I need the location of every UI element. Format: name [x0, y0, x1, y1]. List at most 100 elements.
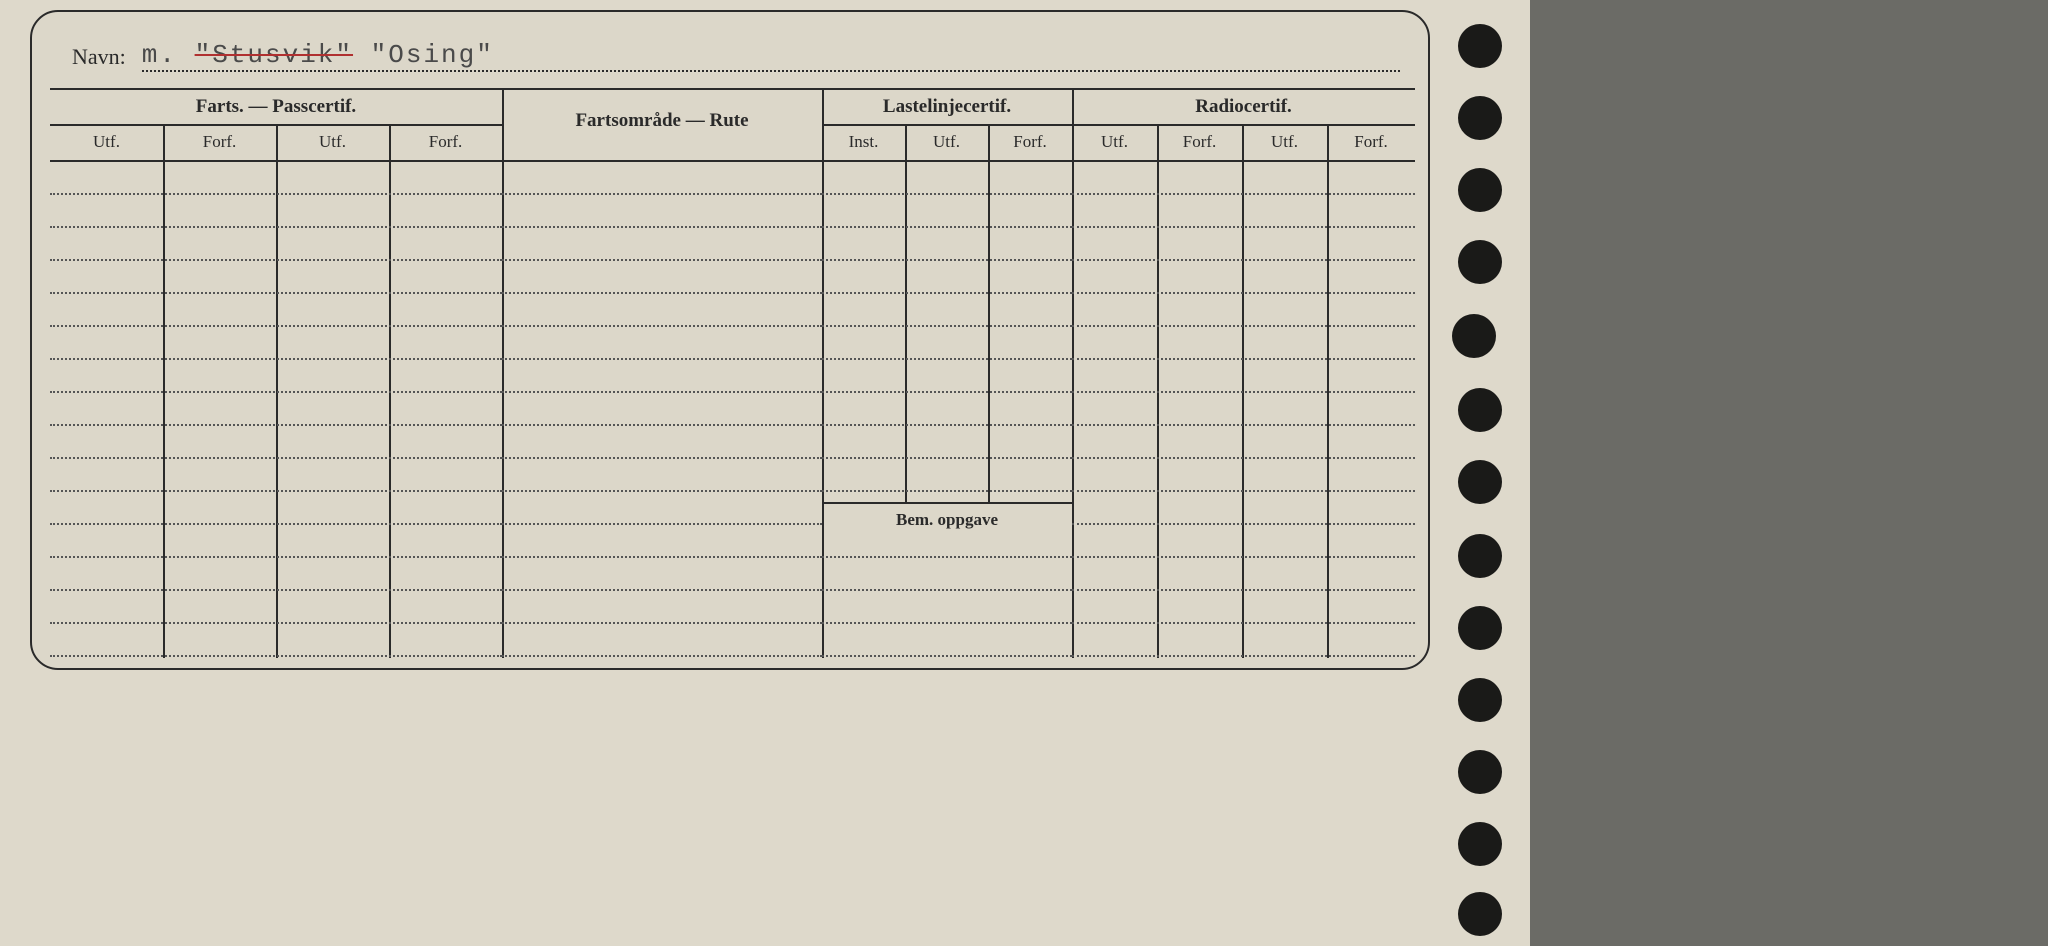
dotted-row — [50, 622, 502, 624]
dotted-row — [502, 292, 822, 294]
dotted-row — [822, 457, 1072, 459]
navn-value: m. "Stusvik" "Osing" — [142, 40, 494, 70]
binder-hole — [1458, 892, 1502, 936]
rule-body-top — [50, 160, 1415, 162]
dotted-row — [502, 325, 822, 327]
rule-top — [50, 88, 1415, 90]
dotted-row — [1072, 391, 1415, 393]
dotted-row — [50, 226, 502, 228]
bem-label: Bem. oppgave — [822, 510, 1072, 530]
dotted-row — [1072, 292, 1415, 294]
binder-hole — [1458, 822, 1502, 866]
hdr-radio: Radiocertif. — [1072, 96, 1415, 118]
binder-hole — [1458, 460, 1502, 504]
dotted-row — [1072, 655, 1415, 657]
dotted-row — [502, 457, 822, 459]
dotted-row — [822, 259, 1072, 261]
dotted-row — [822, 589, 1072, 591]
navn-row: Navn: m. "Stusvik" "Osing" — [72, 40, 1392, 80]
dotted-row — [822, 622, 1072, 624]
rule-ll-sub — [822, 124, 1072, 126]
dotted-row — [1072, 589, 1415, 591]
binder-hole — [1458, 534, 1502, 578]
hdr-lastelinje: Lastelinjecertif. — [822, 96, 1072, 118]
dotted-row — [1072, 523, 1415, 525]
dotted-row — [1072, 259, 1415, 261]
table-area: Farts. — Passcertif. Utf. Forf. Utf. For… — [50, 88, 1415, 658]
dotted-row — [822, 655, 1072, 657]
dotted-row — [822, 490, 1072, 492]
dotted-row — [50, 490, 502, 492]
sub-ll-0: Inst. — [822, 132, 905, 152]
dotted-row — [50, 556, 502, 558]
dotted-row — [50, 655, 502, 657]
dotted-row — [50, 457, 502, 459]
dotted-row — [1072, 226, 1415, 228]
sub-rc-3: Forf. — [1327, 132, 1415, 152]
dotted-row — [822, 292, 1072, 294]
navn-label: Navn: — [72, 44, 126, 70]
navn-struck: "Stusvik" — [195, 40, 353, 70]
vrule-sec3 — [1072, 88, 1074, 658]
dotted-row — [502, 556, 822, 558]
navn-underline — [142, 70, 1400, 72]
dotted-row — [50, 523, 502, 525]
dotted-row — [1072, 424, 1415, 426]
dotted-row — [822, 193, 1072, 195]
dotted-row — [50, 292, 502, 294]
vrule-sec1 — [502, 88, 504, 658]
dotted-row — [822, 391, 1072, 393]
dotted-row — [502, 259, 822, 261]
dotted-row — [1072, 457, 1415, 459]
dotted-row — [502, 424, 822, 426]
dotted-row — [50, 259, 502, 261]
dotted-row — [50, 193, 502, 195]
dotted-row — [1072, 358, 1415, 360]
dotted-row — [1072, 193, 1415, 195]
binder-hole — [1458, 388, 1502, 432]
dotted-row — [1072, 490, 1415, 492]
dotted-row — [50, 358, 502, 360]
sub-rc-1: Forf. — [1157, 132, 1242, 152]
bem-rule — [822, 502, 1072, 504]
dotted-row — [50, 325, 502, 327]
dotted-row — [502, 358, 822, 360]
dotted-row — [822, 556, 1072, 558]
navn-current: "Osing" — [371, 40, 494, 70]
binder-hole — [1458, 24, 1502, 68]
dotted-row — [502, 391, 822, 393]
dotted-row — [502, 589, 822, 591]
dotted-row — [822, 226, 1072, 228]
sub-fp-0: Utf. — [50, 132, 163, 152]
navn-prefix: m. — [142, 40, 177, 70]
dotted-row — [822, 424, 1072, 426]
vrule-ll-1 — [905, 124, 907, 502]
dotted-row — [822, 358, 1072, 360]
vrule-sec2 — [822, 88, 824, 658]
sub-ll-2: Forf. — [988, 132, 1072, 152]
dotted-row — [502, 523, 822, 525]
dotted-row — [1072, 622, 1415, 624]
binder-hole — [1458, 168, 1502, 212]
vrule-ll-2 — [988, 124, 990, 502]
sub-rc-0: Utf. — [1072, 132, 1157, 152]
hdr-farts-pass: Farts. — Passcertif. — [50, 96, 502, 118]
binder-hole — [1452, 314, 1496, 358]
dotted-row — [502, 490, 822, 492]
record-card: Navn: m. "Stusvik" "Osing" Farts. — Pass… — [30, 10, 1430, 670]
dotted-row — [1072, 556, 1415, 558]
binder-hole — [1458, 240, 1502, 284]
binder-hole — [1458, 678, 1502, 722]
dotted-row — [822, 325, 1072, 327]
dotted-row — [502, 622, 822, 624]
binder-hole — [1458, 750, 1502, 794]
sub-fp-3: Forf. — [389, 132, 502, 152]
sub-rc-2: Utf. — [1242, 132, 1327, 152]
dotted-row — [502, 655, 822, 657]
dotted-row — [502, 193, 822, 195]
hdr-fartsomrade: Fartsområde — Rute — [502, 110, 822, 132]
dotted-row — [50, 589, 502, 591]
dotted-row — [50, 391, 502, 393]
sub-fp-1: Forf. — [163, 132, 276, 152]
binder-hole — [1458, 606, 1502, 650]
